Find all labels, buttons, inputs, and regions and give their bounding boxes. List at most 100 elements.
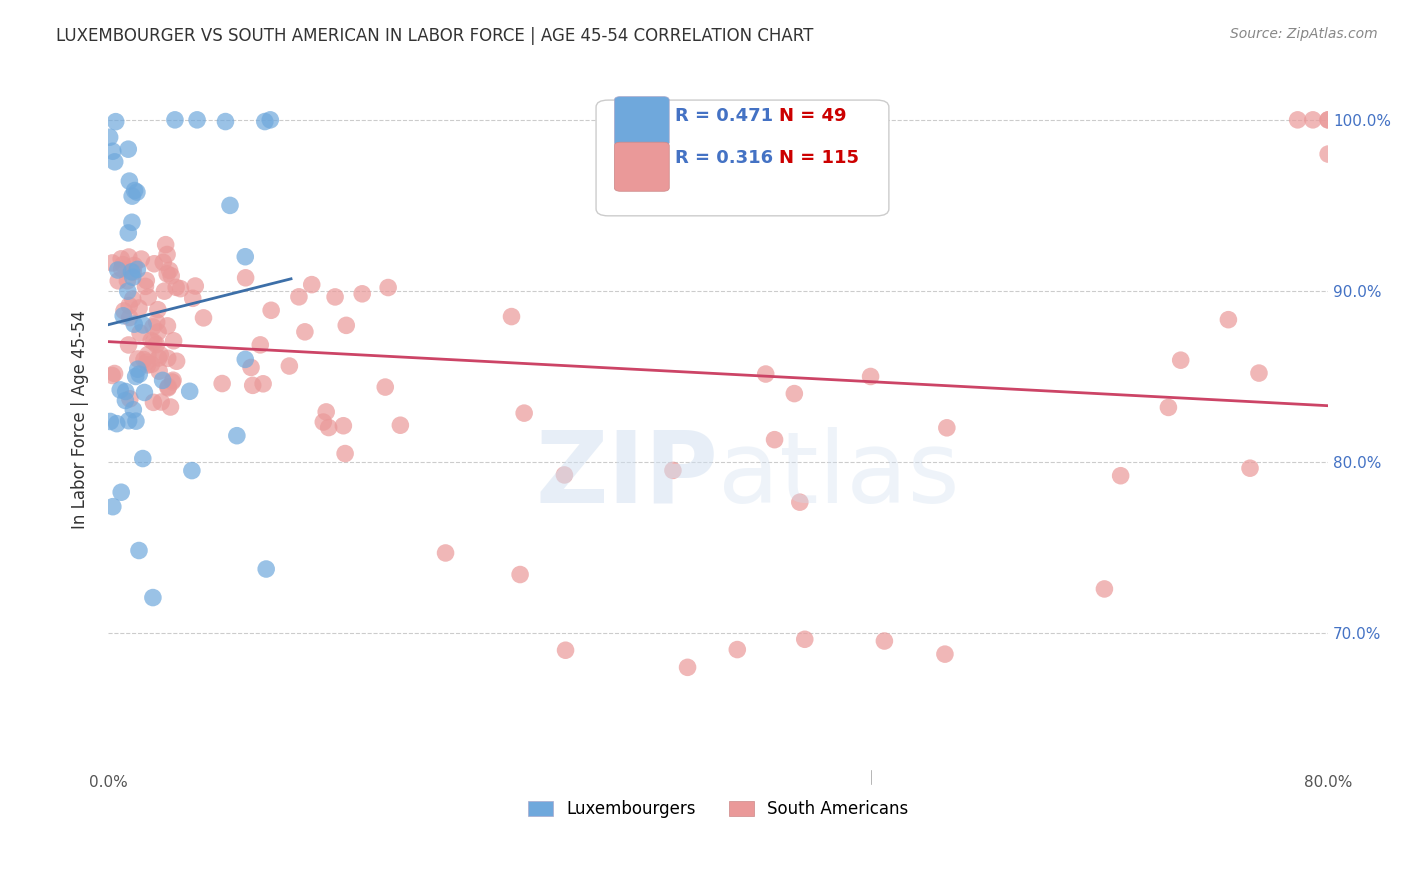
South Americans (793, 632, 815, 647)
South Americans (111, 258, 134, 272)
Luxembourgers (152, 373, 174, 387)
Luxembourgers (163, 112, 186, 127)
South Americans (1317, 112, 1340, 127)
Luxembourgers (233, 352, 256, 367)
South Americans (117, 274, 139, 288)
South Americans (128, 301, 150, 315)
Text: LUXEMBOURGER VS SOUTH AMERICAN IN LABOR FORCE | AGE 45-54 CORRELATION CHART: LUXEMBOURGER VS SOUTH AMERICAN IN LABOR … (56, 27, 814, 45)
South Americans (142, 319, 165, 334)
South Americans (294, 325, 316, 339)
South Americans (122, 259, 145, 273)
South Americans (143, 257, 166, 271)
South Americans (157, 381, 180, 395)
South Americans (501, 310, 523, 324)
Luxembourgers (124, 184, 146, 198)
South Americans (181, 291, 204, 305)
South Americans (155, 237, 177, 252)
Luxembourgers (101, 500, 124, 514)
South Americans (783, 386, 806, 401)
South Americans (301, 277, 323, 292)
South Americans (132, 352, 155, 367)
Luxembourgers (125, 185, 148, 199)
South Americans (150, 395, 173, 409)
South Americans (389, 418, 412, 433)
South Americans (118, 310, 141, 325)
South Americans (141, 334, 163, 348)
South Americans (135, 274, 157, 288)
South Americans (377, 280, 399, 294)
South Americans (249, 338, 271, 352)
Luxembourgers (142, 591, 165, 605)
South Americans (1317, 112, 1340, 127)
South Americans (242, 378, 264, 392)
Text: atlas: atlas (718, 427, 960, 524)
South Americans (156, 267, 179, 281)
South Americans (136, 348, 159, 362)
Luxembourgers (117, 226, 139, 240)
South Americans (118, 392, 141, 406)
Luxembourgers (214, 114, 236, 128)
South Americans (166, 354, 188, 368)
South Americans (127, 351, 149, 366)
Luxembourgers (122, 402, 145, 417)
South Americans (145, 315, 167, 329)
South Americans (1317, 147, 1340, 161)
South Americans (156, 351, 179, 366)
South Americans (122, 265, 145, 279)
South Americans (240, 360, 263, 375)
South Americans (260, 303, 283, 318)
Luxembourgers (112, 309, 135, 323)
Luxembourgers (121, 215, 143, 229)
Luxembourgers (127, 362, 149, 376)
Luxembourgers (125, 414, 148, 428)
Luxembourgers (132, 318, 155, 332)
Luxembourgers (121, 189, 143, 203)
South Americans (335, 318, 357, 333)
Text: N = 49: N = 49 (779, 107, 846, 125)
South Americans (148, 351, 170, 365)
South Americans (145, 337, 167, 351)
South Americans (149, 348, 172, 362)
FancyBboxPatch shape (614, 96, 669, 145)
Legend: Luxembourgers, South Americans: Luxembourgers, South Americans (522, 794, 915, 825)
Text: R = 0.316: R = 0.316 (675, 149, 773, 167)
South Americans (146, 302, 169, 317)
South Americans (935, 421, 957, 435)
South Americans (1239, 461, 1261, 475)
South Americans (160, 268, 183, 283)
South Americans (159, 263, 181, 277)
South Americans (235, 270, 257, 285)
Luxembourgers (186, 112, 208, 127)
South Americans (118, 250, 141, 264)
South Americans (725, 642, 748, 657)
South Americans (118, 299, 141, 313)
Luxembourgers (108, 383, 131, 397)
South Americans (1286, 112, 1309, 127)
South Americans (374, 380, 396, 394)
South Americans (162, 334, 184, 348)
South Americans (332, 418, 354, 433)
South Americans (142, 395, 165, 409)
South Americans (211, 376, 233, 391)
Luxembourgers (118, 174, 141, 188)
South Americans (1109, 468, 1132, 483)
Luxembourgers (104, 154, 127, 169)
South Americans (110, 262, 132, 277)
South Americans (315, 405, 337, 419)
South Americans (676, 660, 699, 674)
Luxembourgers (259, 112, 281, 127)
FancyBboxPatch shape (614, 142, 669, 191)
Text: R = 0.471: R = 0.471 (675, 107, 773, 125)
Luxembourgers (105, 417, 128, 431)
South Americans (136, 358, 159, 372)
Y-axis label: In Labor Force | Age 45-54: In Labor Force | Age 45-54 (72, 310, 89, 529)
Luxembourgers (110, 485, 132, 500)
South Americans (509, 567, 531, 582)
South Americans (755, 367, 778, 381)
South Americans (157, 380, 180, 394)
South Americans (934, 647, 956, 661)
South Americans (789, 495, 811, 509)
South Americans (142, 334, 165, 349)
South Americans (156, 247, 179, 261)
South Americans (112, 303, 135, 318)
